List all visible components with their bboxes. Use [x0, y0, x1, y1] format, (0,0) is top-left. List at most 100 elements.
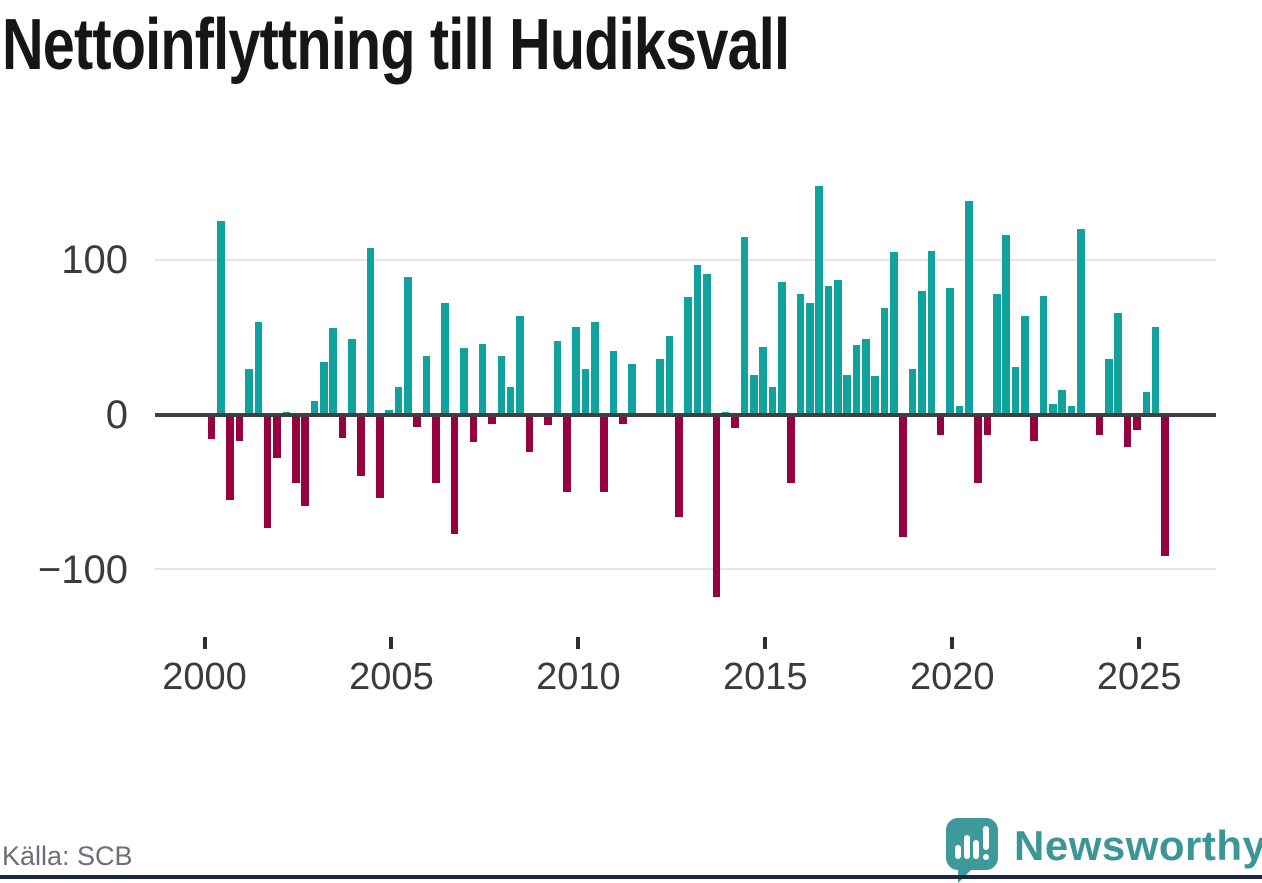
bar-2019Q1 — [918, 291, 926, 415]
bar-2012Q4 — [684, 297, 693, 415]
bar-2010Q4 — [609, 351, 618, 415]
x-axis-tick-2020 — [950, 637, 955, 649]
bar-2010Q1 — [581, 368, 590, 415]
bar-2015Q3 — [787, 416, 795, 483]
bar-2004Q4 — [385, 410, 393, 415]
x-axis-tick-2010 — [576, 637, 581, 649]
y-axis-label-0: 0 — [105, 393, 128, 437]
bar-2012Q3 — [675, 416, 683, 517]
speech-bubble-icon — [946, 818, 998, 870]
bar-2018Q4 — [908, 368, 917, 415]
bar-2003Q1 — [319, 362, 328, 415]
source-label: Källa: SCB — [2, 841, 133, 871]
bar-2018Q1 — [880, 308, 889, 415]
bar-2015Q1 — [768, 387, 777, 415]
gridline-100 — [155, 259, 1216, 261]
bar-2024Q2 — [1114, 312, 1123, 415]
bar-2016Q1 — [806, 303, 814, 415]
bar-2020Q3 — [974, 416, 982, 483]
x-axis-zero-line — [155, 413, 1216, 417]
bar-2020Q4 — [983, 416, 992, 435]
bar-2022Q1 — [1030, 416, 1038, 441]
bar-2009Q2 — [553, 340, 562, 415]
bar-2025Q1 — [1142, 391, 1151, 415]
bar-2006Q1 — [432, 416, 440, 483]
bar-2011Q2 — [628, 363, 636, 415]
bar-2006Q4 — [460, 348, 468, 415]
bar-2008Q3 — [525, 416, 534, 452]
bar-2004Q3 — [376, 416, 384, 499]
bar-2012Q2 — [665, 335, 674, 415]
bar-2022Q2 — [1039, 295, 1048, 415]
bar-2007Q1 — [469, 416, 478, 443]
bar-2007Q3 — [488, 416, 496, 424]
bar-2014Q2 — [740, 236, 749, 415]
bar-2019Q4 — [946, 287, 954, 415]
bar-2023Q2 — [1077, 229, 1085, 415]
exclamation-icon — [983, 826, 989, 850]
bar-2018Q2 — [890, 252, 898, 415]
bar-2017Q2 — [852, 345, 861, 415]
bar-2023Q1 — [1067, 405, 1076, 415]
y-axis-label-minus-100: −100 — [37, 548, 128, 592]
bar-2019Q3 — [936, 416, 945, 435]
bar-2003Q2 — [329, 328, 337, 415]
bar-2012Q1 — [656, 359, 665, 415]
bar-2014Q1 — [731, 416, 739, 429]
bar-2018Q3 — [899, 416, 908, 537]
bar-2000Q4 — [235, 416, 244, 441]
bar-2003Q3 — [338, 416, 347, 438]
bar-2010Q3 — [600, 416, 608, 492]
bar-2007Q2 — [478, 343, 487, 415]
y-axis-label-100: 100 — [61, 238, 128, 282]
bar-2014Q3 — [749, 374, 758, 415]
bar-2024Q4 — [1133, 416, 1141, 430]
bar-2001Q1 — [245, 368, 253, 415]
bar-2020Q1 — [955, 405, 964, 415]
bar-2019Q2 — [927, 250, 936, 415]
x-axis-label-2015: 2015 — [723, 656, 808, 698]
bar-2010Q2 — [591, 322, 599, 415]
bar-2002Q4 — [310, 401, 319, 415]
x-axis-label-2020: 2020 — [909, 656, 995, 698]
bar-2021Q4 — [1020, 315, 1029, 415]
x-axis-label-2000: 2000 — [162, 656, 247, 698]
bar-2024Q3 — [1123, 416, 1132, 447]
bar-2024Q1 — [1105, 359, 1113, 415]
bar-2009Q1 — [544, 416, 552, 426]
newsworthy-wordmark: Newsworthy — [1014, 822, 1262, 869]
bar-2011Q1 — [619, 416, 627, 424]
bar-2013Q1 — [693, 264, 702, 415]
bar-2020Q2 — [964, 201, 973, 415]
bar-2009Q3 — [562, 416, 571, 492]
bar-2021Q3 — [1011, 366, 1020, 415]
x-axis-label-2005: 2005 — [349, 656, 434, 698]
x-axis-tick-2015 — [763, 637, 768, 649]
exclamation-dot-icon — [983, 854, 989, 860]
bar-2017Q4 — [871, 376, 880, 415]
bar-2005Q4 — [422, 356, 431, 415]
x-axis-label-2010: 2010 — [536, 656, 621, 698]
bar-2000Q1 — [207, 416, 216, 440]
bar-2016Q4 — [834, 280, 842, 415]
x-axis-tick-2000 — [202, 637, 207, 649]
bar-2022Q3 — [1049, 404, 1057, 415]
bar-chart-icon — [955, 845, 961, 859]
bar-2006Q2 — [441, 303, 450, 415]
newsworthy-logo[interactable]: Newsworthy — [946, 818, 1262, 883]
x-axis-tick-2005 — [389, 637, 394, 649]
bar-2017Q3 — [862, 339, 870, 415]
bar-2005Q1 — [394, 387, 403, 415]
bar-2005Q3 — [413, 416, 422, 427]
bar-2003Q4 — [348, 339, 356, 415]
bar-2002Q2 — [291, 416, 300, 483]
bar-chart-icon — [973, 840, 979, 859]
bar-2001Q3 — [263, 416, 272, 528]
bar-2004Q1 — [357, 416, 365, 477]
bar-2004Q2 — [366, 247, 375, 415]
bar-2015Q2 — [777, 281, 786, 415]
bar-2015Q4 — [796, 294, 805, 415]
bar-2023Q4 — [1095, 416, 1104, 435]
bar-2014Q4 — [759, 346, 767, 415]
